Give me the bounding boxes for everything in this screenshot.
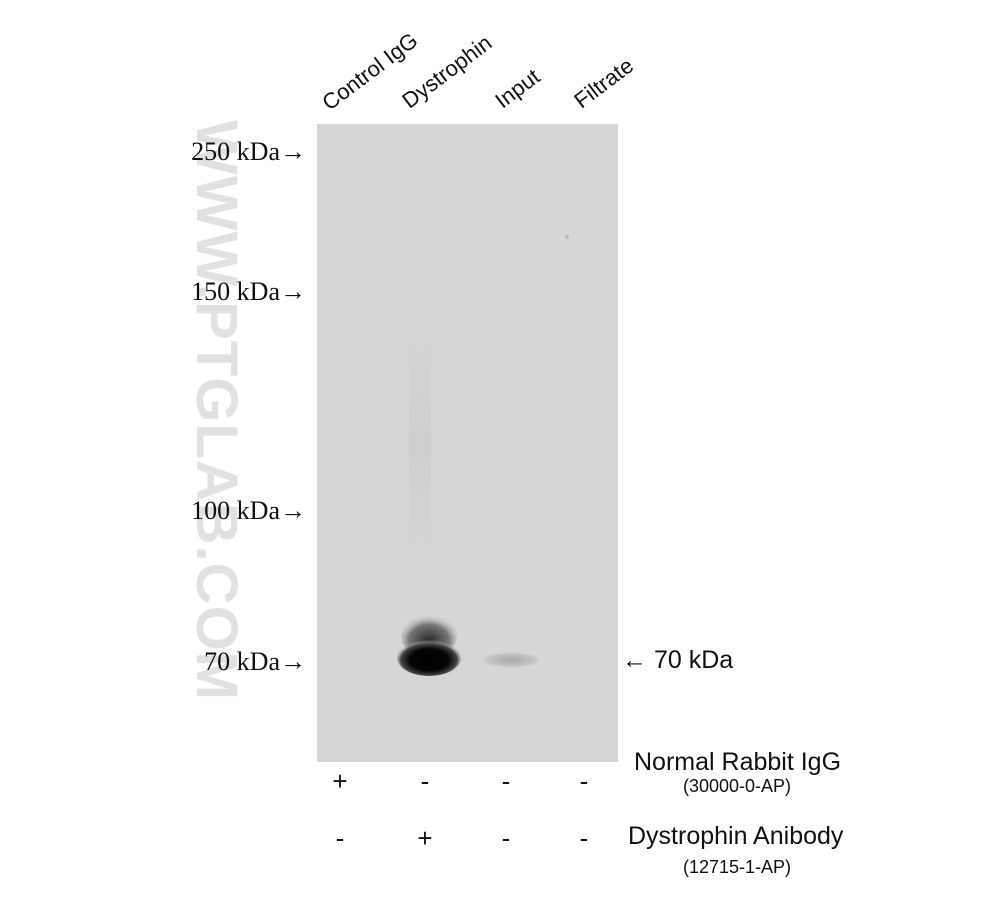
band-size-label: ← 70 kDa bbox=[622, 646, 734, 674]
row2-catalog: (12715-1-AP) bbox=[683, 857, 792, 877]
sign-row2-lane4: - bbox=[579, 823, 589, 853]
sign-row1-lane1: + bbox=[332, 766, 348, 796]
sign-row1-lane4: - bbox=[579, 766, 589, 796]
sign-row1-lane2: - bbox=[420, 766, 430, 796]
sign-row1-lane3: - bbox=[501, 766, 511, 796]
sign-row2-lane2: + bbox=[417, 823, 433, 853]
lane-label-input: Input bbox=[490, 63, 545, 114]
band-input bbox=[481, 652, 541, 668]
row1-catalog: (30000-0-AP) bbox=[683, 776, 792, 796]
watermark: WWW.PTGLAB.COM bbox=[184, 120, 249, 702]
marker-250: 250 kDa→ bbox=[191, 137, 306, 166]
marker-70: 70 kDa→ bbox=[204, 647, 306, 676]
western-blot-image bbox=[317, 124, 618, 762]
marker-100: 100 kDa→ bbox=[191, 496, 306, 525]
sign-row2-lane1: - bbox=[335, 823, 345, 853]
row2-label: Dystrophin Anibody bbox=[628, 822, 844, 850]
band-dystrophin bbox=[397, 640, 461, 676]
lane-label-filtrate: Filtrate bbox=[569, 52, 639, 114]
sign-row2-lane3: - bbox=[501, 823, 511, 853]
marker-150: 150 kDa→ bbox=[191, 277, 306, 306]
speck bbox=[565, 235, 569, 239]
blot-svg bbox=[397, 224, 569, 676]
row1-label: Normal Rabbit IgG bbox=[634, 748, 842, 776]
lane-streak bbox=[409, 224, 431, 664]
